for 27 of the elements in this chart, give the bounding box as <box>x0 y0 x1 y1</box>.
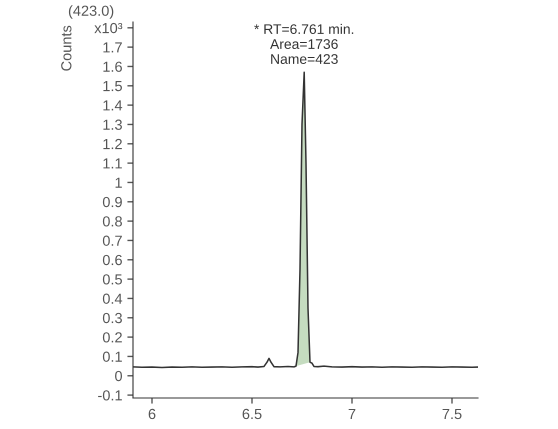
y-axis-title: Counts <box>61 26 72 71</box>
x-tick-label: 6 <box>148 408 156 420</box>
x-tick-label: 7.5 <box>442 408 462 420</box>
y-tick-label: 0 <box>115 370 122 382</box>
y-tick-label: 0.1 <box>102 352 122 362</box>
x-tick-label: 6.5 <box>242 408 262 420</box>
y-tick-label: 1.5 <box>103 81 122 92</box>
y-tick-label: 1 <box>116 178 122 188</box>
x-tick-label: 7 <box>348 408 356 419</box>
y-tick-label: 1.6 <box>103 62 122 72</box>
y-tick-label: x10³ <box>94 22 122 34</box>
y-tick-label: 0.3 <box>102 312 122 324</box>
y-tick-label: 0.4 <box>102 294 122 304</box>
y-tick-label: -0.1 <box>98 390 122 401</box>
y-tick-label: 0.2 <box>102 332 122 343</box>
y-tick-label: 1.3 <box>103 120 122 130</box>
y-tick-label: 1.7 <box>103 42 122 52</box>
y-tick-label: 0.7 <box>102 236 122 246</box>
y-tick-label: 0.9 <box>102 196 122 208</box>
y-tick-label: 0.5 <box>102 274 122 285</box>
y-tick-label: 1.4 <box>103 100 122 110</box>
y-tick-label: 1.2 <box>103 138 122 150</box>
text: (423.0) <box>68 5 114 19</box>
y-tick-label: 1.1 <box>103 158 122 168</box>
y-tick-label: 0.8 <box>102 216 122 227</box>
y-tick-label: 0.6 <box>102 254 122 266</box>
annotation: * RT=6.761 min. Area=1736 Name=423 <box>254 24 354 64</box>
